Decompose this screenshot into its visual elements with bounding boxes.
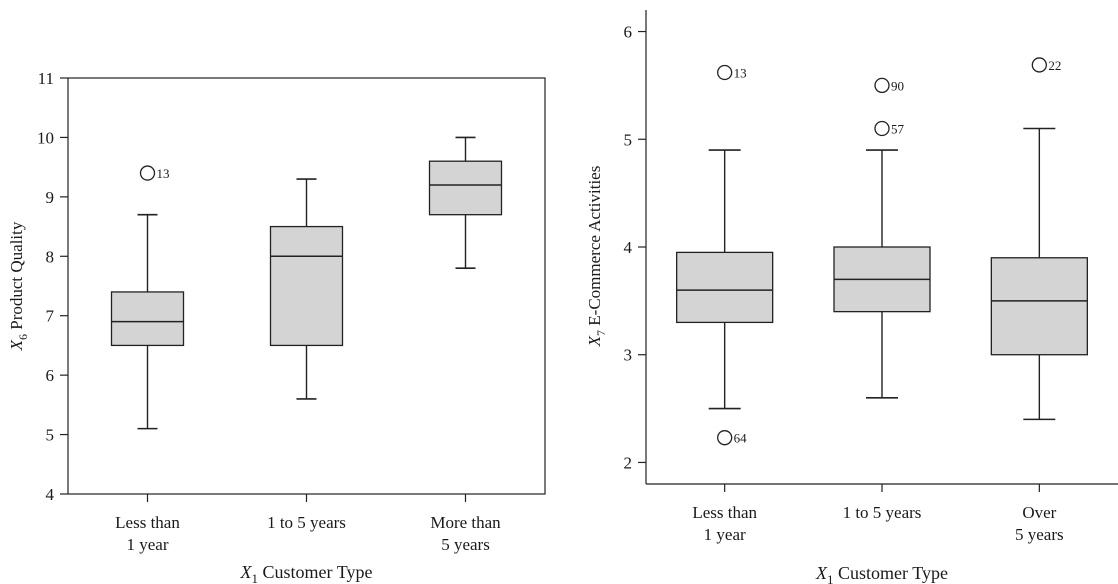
- chart-1-y-tick-label: 11: [38, 69, 54, 88]
- chart-1-category-label: 1 to 5 years: [267, 513, 346, 532]
- chart-2-outlier-label: 22: [1048, 58, 1061, 73]
- chart-1-y-tick-label: 4: [46, 485, 55, 504]
- chart-1-y-tick-label: 6: [46, 366, 55, 385]
- chart-1-x-axis-title: X1 Customer Type: [240, 562, 373, 584]
- chart-2-x-axis-title-sub: 1: [827, 572, 834, 584]
- chart-1-box: [269, 225, 344, 347]
- chart-ecommerce-activities: 2 3 4 5 6 Less than 1 year 1 to 5 years Over 5 ye…: [585, 10, 1118, 584]
- chart-1-x-axis-title-var: X: [240, 562, 253, 582]
- chart-product-quality: 4 5 6 7 8 9 10 11 Less than 1 year 1 to 5 years Mor…: [7, 69, 546, 584]
- chart-1-box: [110, 291, 185, 347]
- chart-2-category-label: Less than: [692, 503, 757, 522]
- chart-2-outlier-label: 64: [734, 431, 748, 446]
- chart-2-box: [676, 251, 774, 324]
- chart-2-x-axis-title: X1 Customer Type: [815, 563, 948, 584]
- chart-1-box: [428, 160, 503, 216]
- chart-2-outlier-label: 13: [734, 65, 747, 80]
- chart-2-x-axis-title-text: Customer Type: [834, 563, 948, 583]
- chart-1-category-label: Less than: [115, 513, 180, 532]
- chart-2-y-axis-title-sub: 7: [594, 330, 608, 336]
- chart-2-y-tick-label: 6: [624, 23, 633, 42]
- chart-2-outlier-point: [717, 430, 733, 446]
- chart-2-box: [990, 257, 1088, 356]
- chart-1-outlier-point: [139, 165, 156, 181]
- chart-2-y-axis-title: X7 E-Commerce Activities: [585, 166, 608, 348]
- chart-2-category-label: Over: [1022, 503, 1056, 522]
- chart-1-y-tick-label: 7: [46, 307, 55, 326]
- chart-2-category-label-line2: 1 year: [704, 525, 746, 544]
- chart-1-outlier-label: 13: [157, 166, 170, 181]
- chart-1-y-tick-label: 10: [37, 128, 54, 147]
- chart-2-category-label: 1 to 5 years: [843, 503, 922, 522]
- chart-1-y-axis-title-text: Product Quality: [7, 221, 26, 334]
- chart-2-category-label-line2: 5 years: [1015, 525, 1064, 544]
- chart-1-y-axis-title-var: X: [7, 339, 26, 351]
- chart-1-y-tick-label: 8: [46, 247, 55, 266]
- chart-2-y-tick-label: 4: [624, 238, 633, 257]
- chart-1-x-axis-title-text: Customer Type: [258, 562, 372, 582]
- chart-2-y-tick-label: 5: [624, 130, 633, 149]
- chart-2-outlier-label: 90: [891, 78, 904, 93]
- chart-2-y-axis-title-var: X: [585, 335, 604, 347]
- chart-1-y-tick-label: 5: [46, 426, 55, 445]
- chart-1-y-axis-title: X6 Product Quality: [7, 221, 30, 351]
- chart-2-outlier-point: [717, 64, 733, 81]
- chart-2-outlier-point: [874, 77, 890, 94]
- chart-2-x-axis-title-var: X: [815, 563, 828, 583]
- chart-2-outlier-point: [1031, 57, 1047, 73]
- chart-1-x-axis-title-sub: 1: [252, 571, 259, 584]
- chart-1-y-axis-title-sub: 6: [16, 334, 30, 340]
- chart-1-category-label-line2: 1 year: [126, 535, 168, 554]
- chart-1-category-label: More than: [430, 513, 501, 532]
- chart-1-y-tick-label: 9: [46, 188, 55, 207]
- chart-2-y-axis-title-text: E-Commerce Activities: [585, 166, 604, 330]
- chart-1-category-label-line2: 5 years: [441, 535, 490, 554]
- chart-2-outlier-label: 57: [891, 122, 905, 137]
- chart-2-y-tick-label: 2: [624, 453, 633, 472]
- chart-2-y-tick-label: 3: [624, 346, 633, 365]
- chart-2-outlier-point: [874, 120, 890, 137]
